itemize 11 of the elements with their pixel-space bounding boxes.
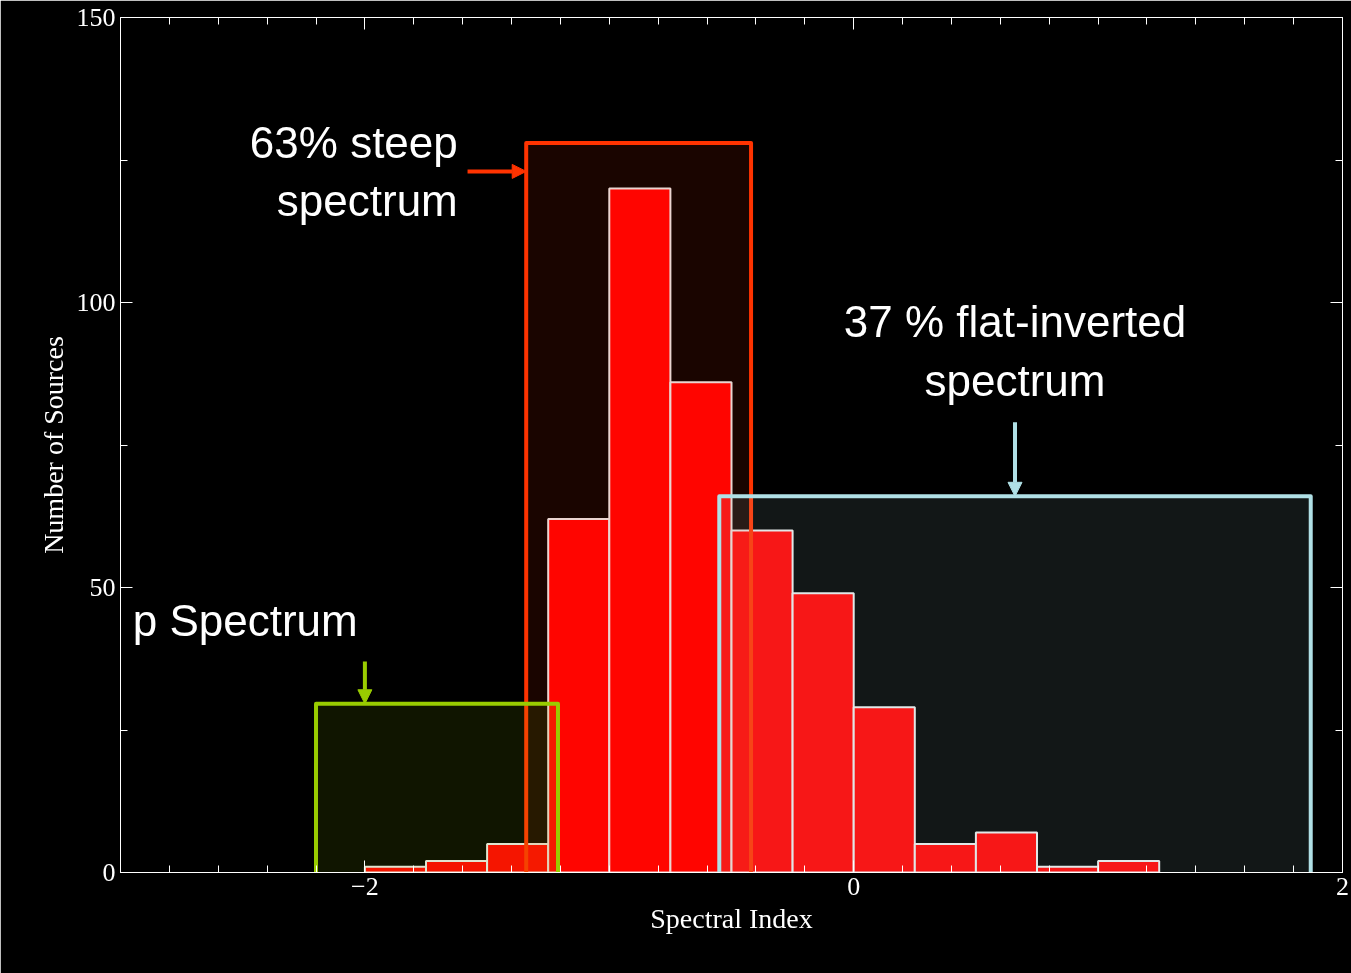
- band-label: 63% steep spectrum: [249, 117, 458, 226]
- y-tick-label: 150: [76, 3, 116, 32]
- band-label: p Spectrum: [132, 595, 358, 645]
- band-label: 37 % flat-inverted spectrum: [843, 297, 1187, 406]
- y-axis-title: Number of Sources: [37, 336, 69, 554]
- x-axis-title: Spectral Index: [650, 902, 813, 934]
- x-tick-label: 2: [1336, 871, 1349, 901]
- y-tick-label: 100: [76, 288, 116, 317]
- y-tick-label: 50: [89, 573, 116, 602]
- x-tick-label: 0: [847, 871, 861, 901]
- x-tick-label: −2: [351, 871, 379, 901]
